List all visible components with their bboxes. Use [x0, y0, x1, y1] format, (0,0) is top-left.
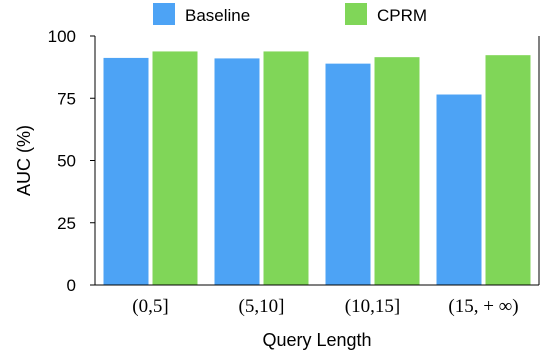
x-axis-label: Query Length: [262, 330, 371, 350]
legend-label-baseline: Baseline: [185, 6, 250, 25]
bar-cprm-2: [374, 57, 420, 285]
legend: Baseline CPRM: [153, 3, 427, 25]
bar-baseline-1: [214, 58, 260, 285]
y-axis-ticks: 0 25 50 75 100: [48, 27, 95, 295]
bar-baseline-0: [103, 57, 149, 285]
x-tick-label: (0,5]: [132, 296, 168, 317]
x-tick-label: (5,10]: [239, 296, 285, 317]
legend-label-cprm: CPRM: [377, 6, 427, 25]
x-tick-label: (15, + ∞): [448, 296, 518, 317]
y-tick-label: 100: [48, 27, 76, 46]
y-tick-label: 25: [57, 214, 76, 233]
bar-cprm-1: [263, 51, 309, 285]
bar-cprm-3: [485, 55, 531, 285]
bar-cprm-0: [152, 51, 198, 285]
x-tick-label: (10,15]: [345, 296, 400, 317]
legend-swatch-baseline: [153, 3, 175, 25]
y-axis-label: AUC (%): [14, 125, 34, 196]
bar-baseline-2: [325, 63, 371, 285]
y-tick-label: 0: [67, 276, 76, 295]
x-axis-ticks: (0,5] (5,10] (10,15] (15, + ∞): [132, 296, 518, 317]
y-tick-label: 50: [57, 152, 76, 171]
bars: [103, 51, 531, 285]
y-tick-label: 75: [57, 89, 76, 108]
legend-swatch-cprm: [345, 3, 367, 25]
bar-baseline-3: [436, 94, 482, 285]
